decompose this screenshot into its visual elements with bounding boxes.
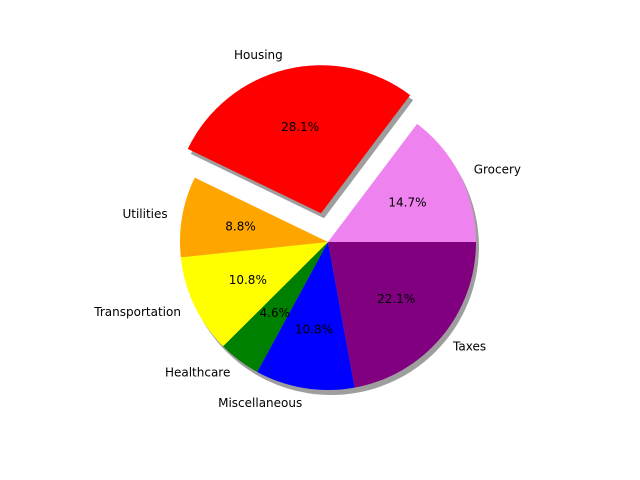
slice-grocery <box>328 123 476 242</box>
percent-label-grocery: 14.7% <box>388 195 426 209</box>
category-label-utilities: Utilities <box>122 207 167 221</box>
category-label-healthcare: Healthcare <box>165 365 230 379</box>
percent-label-transportation: 10.8% <box>229 273 267 287</box>
percent-label-miscellaneous: 10.8% <box>295 323 333 337</box>
percent-label-healthcare: 4.6% <box>260 306 291 320</box>
category-label-miscellaneous: Miscellaneous <box>218 396 302 410</box>
percent-label-housing: 28.1% <box>281 120 319 134</box>
slice-housing <box>187 65 411 214</box>
slice-miscellaneous <box>257 242 355 391</box>
category-labels: Grocery Housing Utilities Transportation Hea… <box>93 48 521 410</box>
slice-healthcare <box>223 242 328 372</box>
slice-taxes <box>328 242 476 388</box>
slice-transportation <box>180 242 328 347</box>
category-label-housing: Housing <box>234 48 283 62</box>
slice-utilities <box>180 177 328 258</box>
percent-labels: 14.7% 28.1% 8.8% 10.8% 4.6% 10.8% 22.1% <box>225 120 426 337</box>
percent-label-taxes: 22.1% <box>377 292 415 306</box>
category-label-grocery: Grocery <box>474 162 521 176</box>
percent-label-utilities: 8.8% <box>225 220 256 234</box>
category-label-taxes: Taxes <box>452 339 486 353</box>
pie-slices <box>180 65 476 391</box>
category-label-transportation: Transportation <box>93 305 181 319</box>
